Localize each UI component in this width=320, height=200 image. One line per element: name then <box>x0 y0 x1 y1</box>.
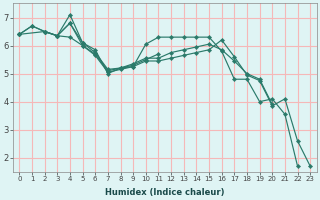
X-axis label: Humidex (Indice chaleur): Humidex (Indice chaleur) <box>105 188 225 197</box>
